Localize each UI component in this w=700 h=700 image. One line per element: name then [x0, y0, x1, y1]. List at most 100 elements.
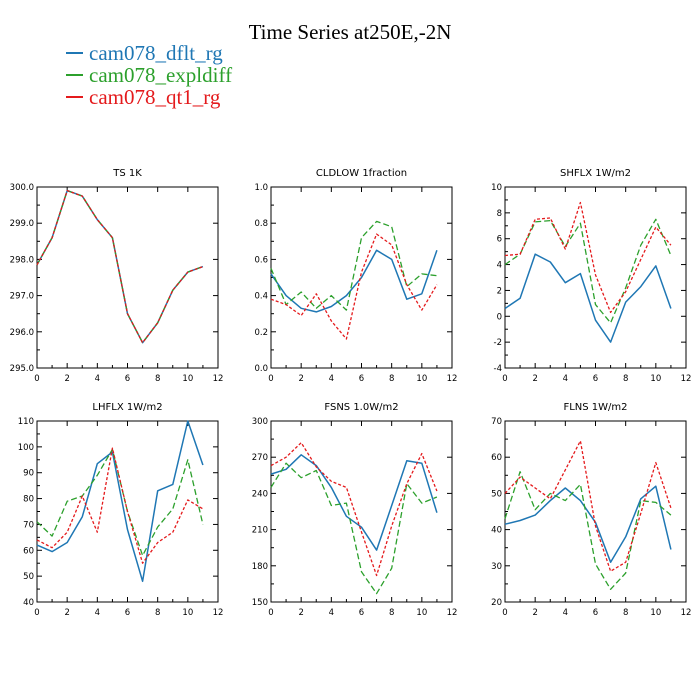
x-tick-label: 4: [95, 608, 100, 618]
y-tick-label: 296.0: [10, 328, 34, 338]
legend-line-dflt: [66, 52, 83, 55]
y-tick-label: 300.0: [10, 183, 34, 193]
series-line-cam078_qt1_rg: [504, 440, 672, 572]
y-tick-label: 50: [491, 489, 502, 499]
x-tick-label: 2: [64, 608, 69, 618]
y-tick-label: 20: [491, 598, 502, 608]
series-line-cam078_qt1_rg: [504, 201, 672, 314]
x-tick-label: 4: [329, 374, 334, 384]
series-line-cam078_dflt_rg: [504, 485, 672, 563]
series-line-cam078_qt1_rg: [36, 447, 204, 564]
x-tick-label: 0: [268, 608, 273, 618]
x-tick-label: 10: [650, 374, 661, 384]
y-tick-label: 4: [497, 261, 502, 271]
legend-label-expldiff: cam078_expldiff: [89, 63, 233, 87]
y-tick-label: 50: [23, 572, 34, 582]
y-tick-label: 90: [23, 469, 34, 479]
x-tick-label: 6: [593, 608, 598, 618]
panel-2: CLDLOW 1fraction 0 2 4 6 8 10 12 0.0 0.2 0.4 0.6 0.8…: [254, 168, 457, 384]
y-tick-label: 70: [491, 417, 502, 427]
x-tick-label: 8: [389, 608, 394, 618]
panel-4: LHFLX 1W/m2 0 2 4 6 8 10 12 40 50 60 70 80 90 100 110: [18, 402, 224, 618]
y-tick-label: 297.0: [10, 292, 34, 302]
y-tick-label: 210: [252, 526, 268, 536]
x-tick-label: 10: [416, 608, 427, 618]
y-tick-label: 30: [491, 562, 502, 572]
y-tick-label: 6: [497, 235, 502, 245]
x-tick-label: 0: [502, 608, 507, 618]
x-tick-label: 6: [593, 374, 598, 384]
y-tick-label: 0.8: [254, 219, 268, 229]
y-tick-label: 40: [491, 526, 502, 536]
plot-frame: [270, 420, 453, 603]
plot-frame: [36, 186, 219, 369]
series-line-cam078_expldiff: [504, 471, 672, 590]
series-line-cam078_expldiff: [504, 218, 672, 324]
y-tick-label: 300: [252, 417, 268, 427]
x-tick-label: 2: [532, 374, 537, 384]
panel-title: FLNS 1W/m2: [563, 402, 627, 413]
x-tick-label: 2: [64, 374, 69, 384]
y-tick-label: 0.6: [254, 255, 268, 265]
y-tick-label: 80: [23, 495, 34, 505]
x-tick-label: 6: [359, 374, 364, 384]
panel-5: FSNS 1.0W/m2 0 2 4 6 8 10 12 150 180 210 240 270 300: [252, 402, 458, 618]
x-tick-label: 4: [563, 374, 568, 384]
x-tick-label: 12: [213, 608, 224, 618]
y-tick-label: 299.0: [10, 219, 34, 229]
y-tick-label: 110: [18, 417, 34, 427]
y-tick-label: 0: [497, 312, 502, 322]
legend-item-qt1: cam078_qt1_rg: [66, 86, 220, 108]
y-tick-label: 180: [252, 562, 268, 572]
panel-title: SHFLX 1W/m2: [560, 168, 631, 179]
panel-title: LHFLX 1W/m2: [92, 402, 162, 413]
series-line-cam078_dflt_rg: [504, 253, 672, 343]
x-tick-label: 0: [502, 374, 507, 384]
x-tick-label: 8: [389, 374, 394, 384]
series-line-cam078_expldiff: [36, 189, 204, 344]
y-tick-label: 10: [491, 183, 502, 193]
series-line-cam078_qt1_rg: [270, 442, 438, 577]
x-tick-label: 2: [298, 608, 303, 618]
x-tick-label: 0: [34, 608, 39, 618]
y-tick-label: 270: [252, 453, 268, 463]
y-tick-label: 60: [491, 453, 502, 463]
y-tick-label: 1.0: [254, 183, 268, 193]
x-tick-label: 10: [182, 374, 193, 384]
x-tick-label: 12: [447, 374, 458, 384]
y-tick-label: 0.2: [254, 328, 268, 338]
y-tick-label: -2: [494, 338, 502, 348]
panel-1: TS 1K 0 2 4 6 8 10 12 295.0 296.0 297.0 298.0 299.0 3…: [10, 168, 224, 384]
panel-title: FSNS 1.0W/m2: [324, 402, 398, 413]
y-tick-label: 2: [497, 286, 502, 296]
series-line-cam078_expldiff: [270, 220, 437, 311]
x-tick-label: 10: [416, 374, 427, 384]
x-tick-label: 12: [681, 608, 692, 618]
legend-item-expldiff: cam078_expldiff: [66, 64, 232, 86]
x-tick-label: 4: [95, 374, 100, 384]
x-tick-label: 6: [125, 374, 130, 384]
x-tick-label: 6: [125, 608, 130, 618]
panel-3: SHFLX 1W/m2 0 2 4 6 8 10 12 -4 -2 0 2 4 6 8 10: [491, 168, 691, 384]
x-tick-label: 8: [623, 608, 628, 618]
y-tick-label: 8: [497, 209, 502, 219]
legend-label-qt1: cam078_qt1_rg: [89, 85, 221, 109]
y-tick-label: 295.0: [10, 364, 34, 374]
x-tick-label: 8: [155, 374, 160, 384]
series-line-cam078_expldiff: [270, 462, 438, 595]
x-tick-label: 12: [447, 608, 458, 618]
y-tick-label: 0.4: [254, 292, 268, 302]
y-tick-label: 100: [18, 443, 34, 453]
legend-line-qt1: [66, 96, 83, 99]
y-tick-label: 0.0: [254, 364, 268, 374]
y-tick-label: 70: [23, 520, 34, 530]
x-tick-label: 8: [623, 374, 628, 384]
x-tick-label: 10: [650, 608, 661, 618]
x-tick-label: 12: [681, 374, 692, 384]
y-tick-label: 40: [23, 598, 34, 608]
x-tick-label: 10: [182, 608, 193, 618]
x-tick-label: 0: [34, 374, 39, 384]
y-tick-label: 150: [252, 598, 268, 608]
